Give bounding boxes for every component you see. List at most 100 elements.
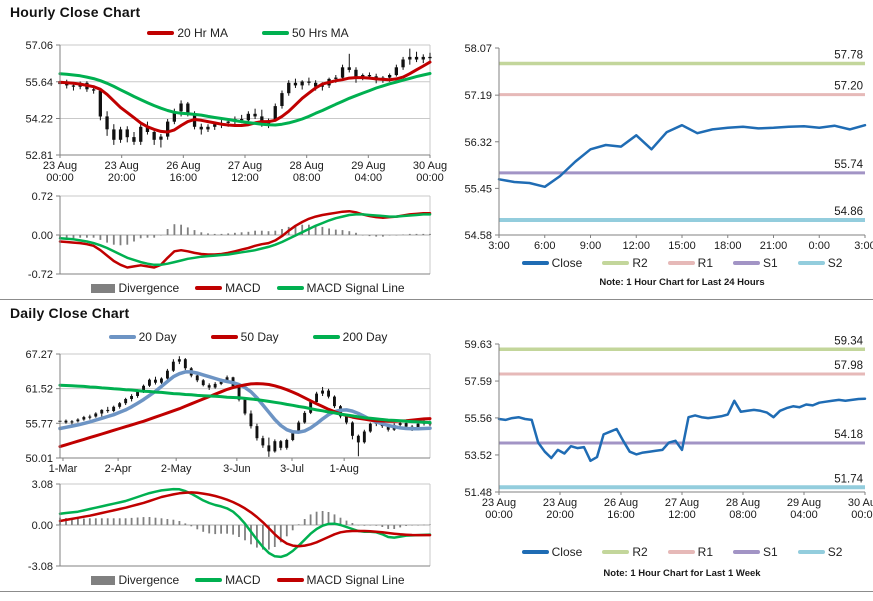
legend-label-close: Close	[551, 256, 583, 270]
daily-macd-chart: 3.08 0.00 -3.08	[8, 477, 436, 573]
svg-text:9:00: 9:00	[580, 240, 601, 252]
legend-swatch-r1	[667, 261, 695, 265]
legend-swatch-macd-signal-daily	[276, 578, 304, 582]
svg-text:00:00: 00:00	[46, 172, 74, 184]
svg-text:57.59: 57.59	[464, 376, 492, 388]
legend-swatch-macd-signal	[276, 286, 304, 290]
legend-swatch-20hr-ma	[147, 31, 175, 35]
legend-label-macd-signal: MACD Signal Line	[306, 281, 405, 295]
legend-item-r1-weekly: R1	[667, 545, 713, 559]
svg-text:57.06: 57.06	[25, 40, 53, 52]
daily-macd-legend: Divergence MACD MACD Signal Line	[60, 573, 436, 587]
legend-swatch-50day	[210, 335, 238, 339]
hourly-macd-chart: 0.72 0.00 -0.72	[8, 190, 436, 281]
svg-text:18:00: 18:00	[714, 240, 742, 252]
legend-label-s2-weekly: S2	[827, 545, 843, 559]
svg-text:12:00: 12:00	[231, 172, 259, 184]
svg-text:23 Aug: 23 Aug	[105, 160, 139, 172]
legend-swatch-macd-daily	[195, 578, 223, 582]
svg-text:12:00: 12:00	[622, 240, 650, 252]
legend-item-close: Close	[521, 256, 583, 270]
legend-item-s2: S2	[797, 256, 842, 270]
svg-text:00:00: 00:00	[485, 509, 513, 521]
svg-text:59.63: 59.63	[464, 339, 492, 351]
weekly-support-resistance-chart: 59.63 57.59 55.56 53.52 51.48 23 Aug 00:00 23 A…	[443, 334, 873, 532]
svg-text:28 Aug: 28 Aug	[290, 160, 324, 172]
legend-item-200day: 200 Day	[312, 330, 388, 344]
svg-text:2-May: 2-May	[161, 463, 192, 475]
daily-candlestick-chart: 67.27 61.52 55.77 50.01 1-Mar 2-Apr 2-May 3-Jun…	[8, 346, 436, 480]
legend-swatch-divergence	[91, 283, 116, 293]
svg-text:3:00: 3:00	[854, 240, 873, 252]
legend-swatch-close	[521, 261, 549, 265]
legend-item-r2-weekly: R2	[602, 545, 648, 559]
svg-text:52.81: 52.81	[25, 150, 53, 162]
hourly-sr-legend: Close R2 R1 S1 S2	[499, 256, 865, 270]
legend-swatch-r2	[602, 261, 630, 265]
svg-text:26 Aug: 26 Aug	[604, 497, 638, 509]
svg-text:2-Apr: 2-Apr	[105, 463, 132, 475]
legend-swatch-s2	[797, 261, 825, 265]
legend-label-macd-daily: MACD	[225, 573, 261, 587]
legend-item-s1: S1	[733, 256, 778, 270]
legend-swatch-macd	[195, 286, 223, 290]
svg-text:3-Jun: 3-Jun	[223, 463, 251, 475]
svg-text:-0.72: -0.72	[28, 269, 53, 281]
weekly-sr-note: Note: 1 Hour Chart for Last 1 Week	[603, 568, 761, 579]
legend-swatch-20day	[108, 335, 136, 339]
svg-text:1-Aug: 1-Aug	[329, 463, 358, 475]
legend-label-r1-weekly: R1	[697, 545, 713, 559]
svg-text:54.22: 54.22	[25, 114, 53, 126]
legend-item-macd: MACD	[195, 281, 261, 295]
svg-text:0.00: 0.00	[32, 230, 53, 242]
legend-item-s1-weekly: S1	[733, 545, 778, 559]
svg-text:28 Aug: 28 Aug	[726, 497, 760, 509]
svg-text:23 Aug: 23 Aug	[543, 497, 577, 509]
legend-label-50day: 50 Day	[240, 330, 279, 344]
svg-text:26 Aug: 26 Aug	[166, 160, 200, 172]
legend-item-r1: R1	[667, 256, 713, 270]
legend-swatch-s2-weekly	[797, 550, 825, 554]
legend-label-200day: 200 Day	[342, 330, 388, 344]
hourly-candlestick-chart: 57.06 55.64 54.22 52.81 23 Aug 00:00 23 Aug 20:…	[8, 38, 447, 188]
legend-label-divergence-daily: Divergence	[118, 573, 180, 587]
hourly-section-title: Hourly Close Chart	[10, 4, 141, 20]
legend-label-close-weekly: Close	[551, 545, 583, 559]
svg-text:23 Aug: 23 Aug	[43, 160, 77, 172]
hourly-ma-legend: 20 Hr MA 50 Hrs MA	[60, 26, 436, 40]
legend-label-50hr-ma: 50 Hrs MA	[292, 26, 349, 40]
svg-text:51.74: 51.74	[834, 473, 863, 485]
svg-text:54.86: 54.86	[834, 206, 863, 218]
legend-swatch-divergence-daily	[91, 575, 116, 585]
svg-text:55.77: 55.77	[25, 418, 53, 430]
svg-text:57.20: 57.20	[834, 81, 863, 93]
svg-text:53.52: 53.52	[464, 450, 492, 462]
legend-item-s2-weekly: S2	[797, 545, 843, 559]
legend-swatch-r2-weekly	[602, 550, 630, 554]
legend-item-close-weekly: Close	[521, 545, 583, 559]
svg-text:12:00: 12:00	[668, 509, 696, 521]
legend-label-r1: R1	[697, 256, 713, 270]
hourly-sr-note: Note: 1 Hour Chart for Last 24 Hours	[599, 277, 765, 288]
legend-item-macd-daily: MACD	[195, 573, 261, 587]
legend-label-r2: R2	[632, 256, 648, 270]
daily-section-title: Daily Close Chart	[10, 305, 130, 321]
svg-text:23 Aug: 23 Aug	[482, 497, 516, 509]
svg-text:0.72: 0.72	[32, 191, 53, 203]
svg-text:56.32: 56.32	[464, 137, 492, 149]
svg-text:50.01: 50.01	[25, 453, 53, 465]
svg-text:21:00: 21:00	[760, 240, 788, 252]
legend-label-20day: 20 Day	[138, 330, 177, 344]
legend-item-macd-signal: MACD Signal Line	[276, 281, 405, 295]
svg-text:08:00: 08:00	[293, 172, 321, 184]
svg-text:58.07: 58.07	[464, 43, 492, 55]
svg-text:04:00: 04:00	[355, 172, 383, 184]
legend-label-20hr-ma: 20 Hr MA	[177, 26, 228, 40]
svg-text:00:00: 00:00	[851, 509, 873, 521]
svg-text:54.18: 54.18	[834, 429, 863, 441]
legend-label-macd: MACD	[225, 281, 261, 295]
svg-text:3:00: 3:00	[488, 240, 509, 252]
svg-text:29 Aug: 29 Aug	[351, 160, 385, 172]
svg-text:57.78: 57.78	[834, 50, 863, 62]
legend-item-20hr-ma: 20 Hr MA	[147, 26, 228, 40]
